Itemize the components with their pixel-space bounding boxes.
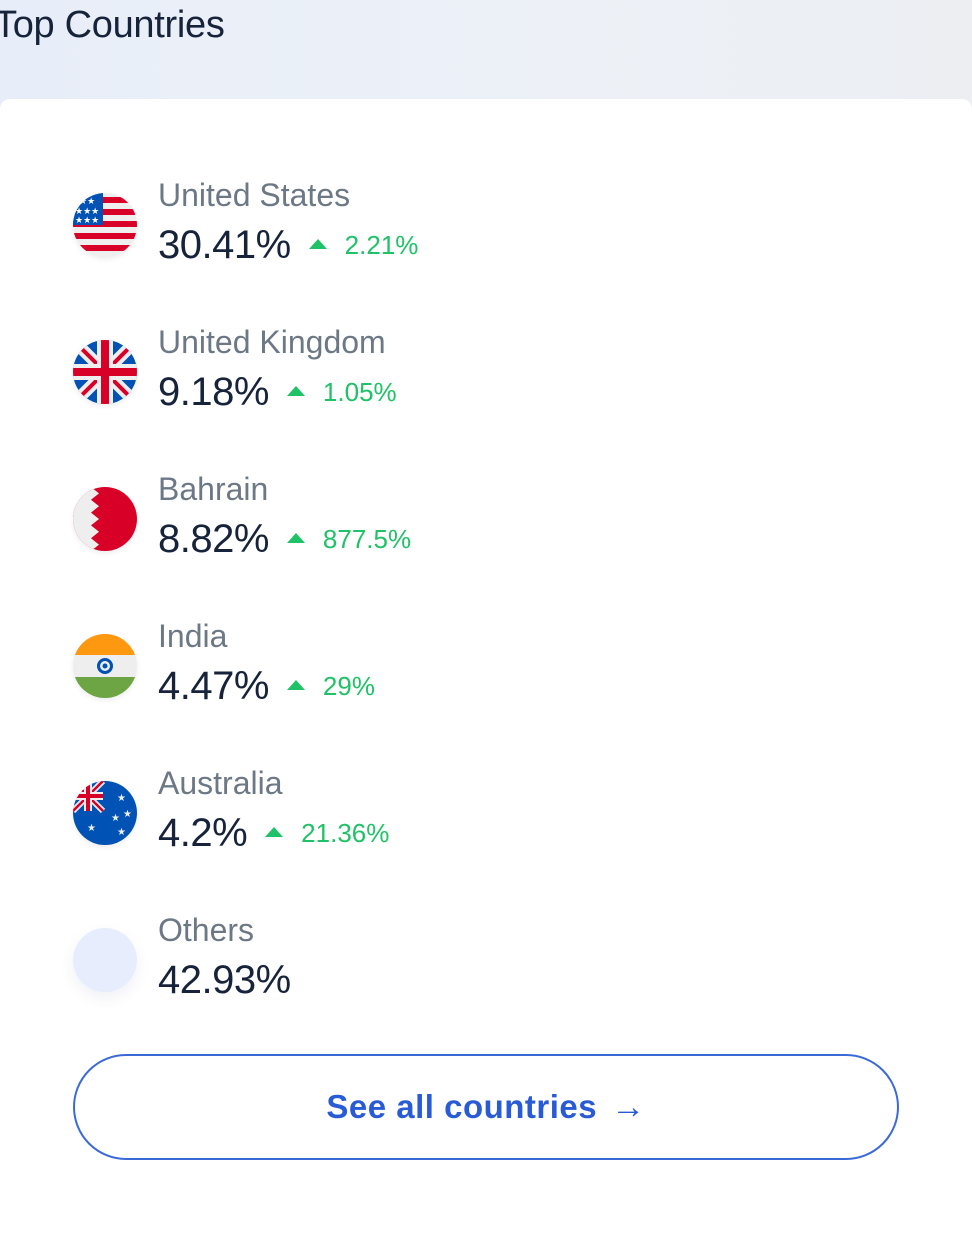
country-share: 30.41% (158, 223, 291, 267)
top-countries-card: ★★ ★★★ ★★★ United States 30.41% 2.21% Unit… (0, 99, 972, 1239)
country-name: United States (158, 177, 351, 213)
arrow-right-icon: → (611, 1087, 646, 1126)
country-row-india: India 4.47% 29% (0, 618, 972, 728)
svg-text:★: ★ (87, 823, 96, 834)
country-name: Bahrain (158, 471, 269, 507)
see-all-countries-button[interactable]: See all countries → (73, 1054, 899, 1160)
country-share: 8.82% (158, 517, 269, 561)
country-change: 1.05% (322, 377, 397, 407)
country-share: 42.93% (158, 958, 291, 1002)
country-row-others: Others 42.93% (0, 912, 972, 1022)
trend-up-icon (265, 826, 284, 837)
country-name: India (158, 618, 228, 654)
svg-text:★★★: ★★★ (75, 207, 99, 217)
trend-up-icon (286, 385, 305, 396)
country-share: 4.2% (158, 811, 248, 855)
country-change: 21.36% (301, 818, 390, 848)
page-title: Top Countries (0, 4, 225, 46)
country-change: 29% (322, 671, 375, 701)
country-row-bahrain: Bahrain 8.82% 877.5% (0, 471, 972, 581)
svg-text:★★: ★★ (79, 197, 95, 207)
country-row-united-states: ★★ ★★★ ★★★ United States 30.41% 2.21% (0, 177, 972, 287)
bahrain-flag-icon (73, 487, 137, 551)
us-flag-icon: ★★ ★★★ ★★★ (73, 193, 137, 257)
svg-text:★: ★ (123, 809, 132, 820)
country-change: 877.5% (322, 524, 412, 554)
country-share: 4.47% (158, 664, 269, 708)
trend-up-icon (308, 238, 327, 249)
trend-up-icon (286, 532, 305, 543)
trend-up-icon (286, 679, 305, 690)
country-change: 2.21% (344, 230, 419, 260)
country-share: 9.18% (158, 370, 269, 414)
svg-text:★★★: ★★★ (75, 216, 99, 226)
svg-text:★: ★ (117, 793, 126, 804)
country-row-united-kingdom: United Kingdom 9.18% 1.05% (0, 324, 972, 434)
others-placeholder-icon (73, 928, 137, 992)
india-flag-icon (73, 634, 137, 698)
country-name: Others (158, 912, 255, 948)
country-name: United Kingdom (158, 324, 386, 360)
svg-text:★: ★ (111, 813, 120, 824)
australia-flag-icon: ★ ★ ★ ★ ★ (73, 781, 137, 845)
button-label: See all countries (326, 1088, 598, 1125)
country-name: Australia (158, 765, 283, 801)
uk-flag-icon (73, 340, 137, 404)
country-row-australia: ★ ★ ★ ★ ★ Australia 4.2% 21.36% (0, 765, 972, 875)
svg-text:★: ★ (117, 827, 126, 838)
